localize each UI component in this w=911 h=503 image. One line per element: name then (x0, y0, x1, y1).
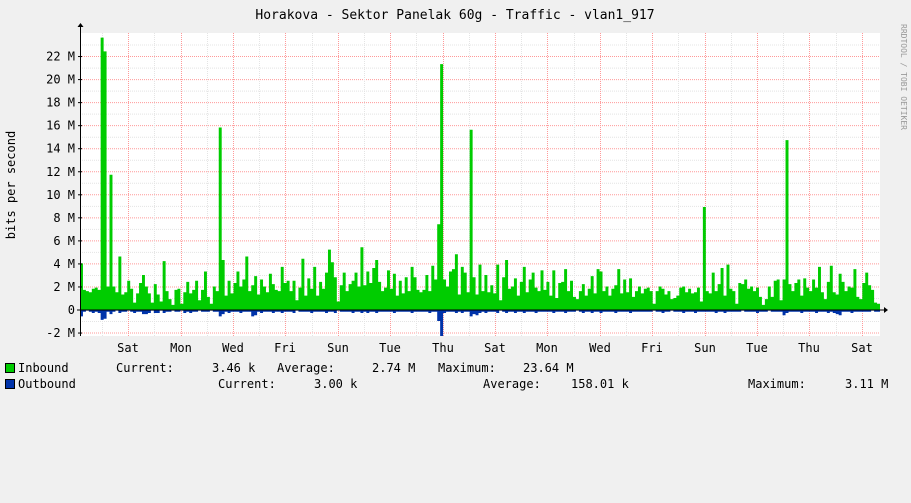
traffic-chart: Horakova - Sektor Panelak 60g - Traffic … (4, 8, 908, 355)
legend-inbound: Inbound Current: 3.46 k Average: 2.74 M … (5, 361, 574, 375)
x-tick-label: Mon (536, 341, 558, 355)
x-tick-label: Sat (851, 341, 873, 355)
series-inbound-area (80, 37, 880, 310)
x-tick-label: Thu (432, 341, 454, 355)
legend-outbound-average-label: Average: (483, 377, 541, 391)
y-tick-label: 2 M (53, 280, 75, 294)
y-tick-label: 4 M (53, 257, 75, 271)
y-tick-label: 12 M (46, 165, 75, 179)
y-tick-label: 16 M (46, 119, 75, 133)
x-tick-label: Tue (746, 341, 768, 355)
legend-inbound-current: 3.46 k (212, 361, 256, 375)
y-axis-label: bits per second (4, 131, 18, 239)
legend-inbound-label: Inbound (18, 361, 69, 375)
x-tick-label: Fri (274, 341, 296, 355)
x-tick-label: Sat (117, 341, 139, 355)
legend-inbound-average: 2.74 M (372, 361, 416, 375)
y-tick-label: 0 (68, 303, 75, 317)
y-tick-label: 10 M (46, 188, 75, 202)
outbound-swatch (5, 379, 15, 389)
y-tick-label: -2 M (46, 326, 75, 340)
x-tick-label: Tue (379, 341, 401, 355)
x-axis-arrow (884, 307, 888, 314)
legend-outbound: Outbound Current: 3.00 k Average: 158.01… (5, 377, 888, 391)
y-axis-arrow (77, 23, 84, 27)
y-tick-label: 18 M (46, 96, 75, 110)
y-tick-label: 22 M (46, 50, 75, 64)
x-tick-label: Sun (327, 341, 349, 355)
x-tick-label: Fri (641, 341, 663, 355)
x-tick-label: Wed (222, 341, 244, 355)
y-tick-label: 8 M (53, 211, 75, 225)
x-tick-label: Sun (694, 341, 716, 355)
legend-outbound-label: Outbound (18, 377, 76, 391)
y-tick-label: 6 M (53, 234, 75, 248)
legend-inbound-current-label: Current: (116, 361, 174, 375)
axes (77, 23, 888, 336)
y-tick-label: 20 M (46, 73, 75, 87)
x-tick-label: Thu (798, 341, 820, 355)
legend-inbound-maximum-label: Maximum: (438, 361, 496, 375)
x-tick-label: Sat (484, 341, 506, 355)
legend-outbound-maximum: 3.11 M (845, 377, 889, 391)
legend-outbound-maximum-label: Maximum: (748, 377, 806, 391)
legend-outbound-current: 3.00 k (314, 377, 358, 391)
series-areas (80, 37, 880, 336)
inbound-swatch (5, 363, 15, 373)
legend-outbound-current-label: Current: (218, 377, 276, 391)
rrdtool-watermark: RRDTOOL / TOBI OETIKER (899, 24, 908, 130)
chart-title: Horakova - Sektor Panelak 60g - Traffic … (255, 8, 654, 23)
legend-inbound-average-label: Average: (277, 361, 335, 375)
y-tick-labels: -2 M 0 2 M 4 M 6 M 8 M 10 M 12 M 14 M 16 M 18 M 20 … (46, 50, 75, 341)
legend-inbound-maximum: 23.64 M (523, 361, 574, 375)
x-tick-labels: Sat Mon Wed Fri Sun Tue Thu Sat Mon Wed Fri Sun Tue T… (117, 341, 873, 355)
y-tick-label: 14 M (46, 142, 75, 156)
x-tick-label: Mon (170, 341, 192, 355)
legend-outbound-average: 158.01 k (571, 377, 629, 391)
x-tick-label: Wed (589, 341, 611, 355)
